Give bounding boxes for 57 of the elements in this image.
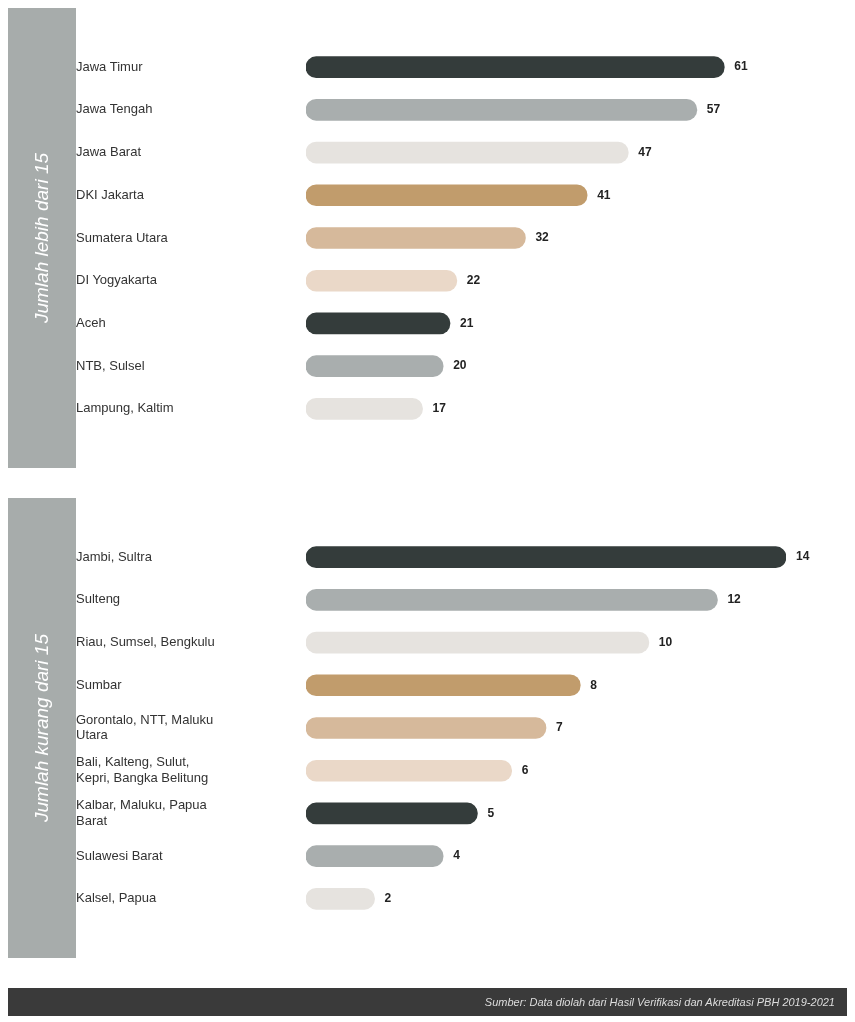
bar [306, 355, 444, 377]
bar [306, 99, 698, 121]
data-label: 47 [638, 144, 652, 159]
data-label: 6 [521, 763, 529, 778]
data-label: 61 [734, 59, 748, 74]
y-tick-label: Lampung, Kaltim [76, 400, 174, 416]
y-tick-label: Jawa Timur [76, 58, 144, 74]
y-tick-label: Kalsel, Papua [76, 890, 157, 906]
y-tick-label: DKI Jakarta [76, 186, 145, 202]
y-axis-title: Jumlah kurang dari 15 [31, 634, 53, 822]
y-tick-label: Gorontalo, NTT, Maluku Utara [76, 711, 214, 743]
data-label: 21 [460, 315, 474, 330]
y-tick-label: Riau, Sumsel, Bengkulu [76, 634, 215, 650]
bar [306, 674, 581, 697]
bar [306, 589, 718, 611]
data-label: 17 [432, 401, 447, 416]
y-tick-label: Sulawesi Barat [76, 847, 164, 863]
bar [306, 717, 547, 739]
data-label: 2 [384, 891, 392, 906]
data-label: 32 [535, 230, 550, 245]
y-tick-label: NTB, Sulsel [76, 357, 145, 373]
bar [306, 398, 423, 420]
data-label: 10 [658, 634, 673, 649]
y-tick-label: Bali, Kalteng, Sulut, Kepri, Bangka Belitung [76, 754, 209, 786]
y-tick-label: Sumatera Utara [76, 229, 169, 245]
y-tick-label: Sumbar [76, 676, 123, 692]
bar [306, 269, 458, 292]
data-label: 4 [453, 848, 461, 863]
y-tick-label: Aceh [76, 315, 106, 330]
y-tick-label: Sulteng [76, 591, 121, 607]
bar [306, 802, 478, 825]
y-tick-label: Kalbar, Maluku, Papua Barat [76, 797, 208, 828]
data-label: 8 [590, 677, 598, 692]
bar [306, 141, 629, 164]
bar [306, 888, 375, 910]
text: Sumber: Data diolah dari Hasil Verifikasi dan Akreditasi PBH 2019-2021 [8, 988, 847, 1016]
bar [306, 759, 513, 782]
y-tick-label: Jawa Barat [76, 144, 142, 160]
y-tick-label: DI Yogyakarta [76, 272, 158, 288]
data-label: 41 [597, 187, 611, 202]
data-label: 7 [556, 720, 563, 735]
bar [306, 312, 451, 335]
data-label: 20 [453, 358, 467, 373]
bar [306, 184, 588, 207]
data-label: 12 [727, 592, 742, 607]
bar [306, 546, 786, 568]
y-tick-label: Jambi, Sultra [76, 548, 153, 564]
bar [306, 845, 444, 867]
y-axis-title: Jumlah lebih dari 15 [31, 152, 53, 324]
data-label: 14 [796, 549, 810, 564]
bar [306, 227, 526, 249]
bar [306, 56, 725, 78]
bar [306, 631, 650, 654]
data-label: 22 [466, 273, 481, 288]
data-label: 5 [487, 805, 495, 820]
data-label: 57 [706, 102, 721, 117]
y-tick-label: Jawa Tengah [76, 101, 153, 117]
